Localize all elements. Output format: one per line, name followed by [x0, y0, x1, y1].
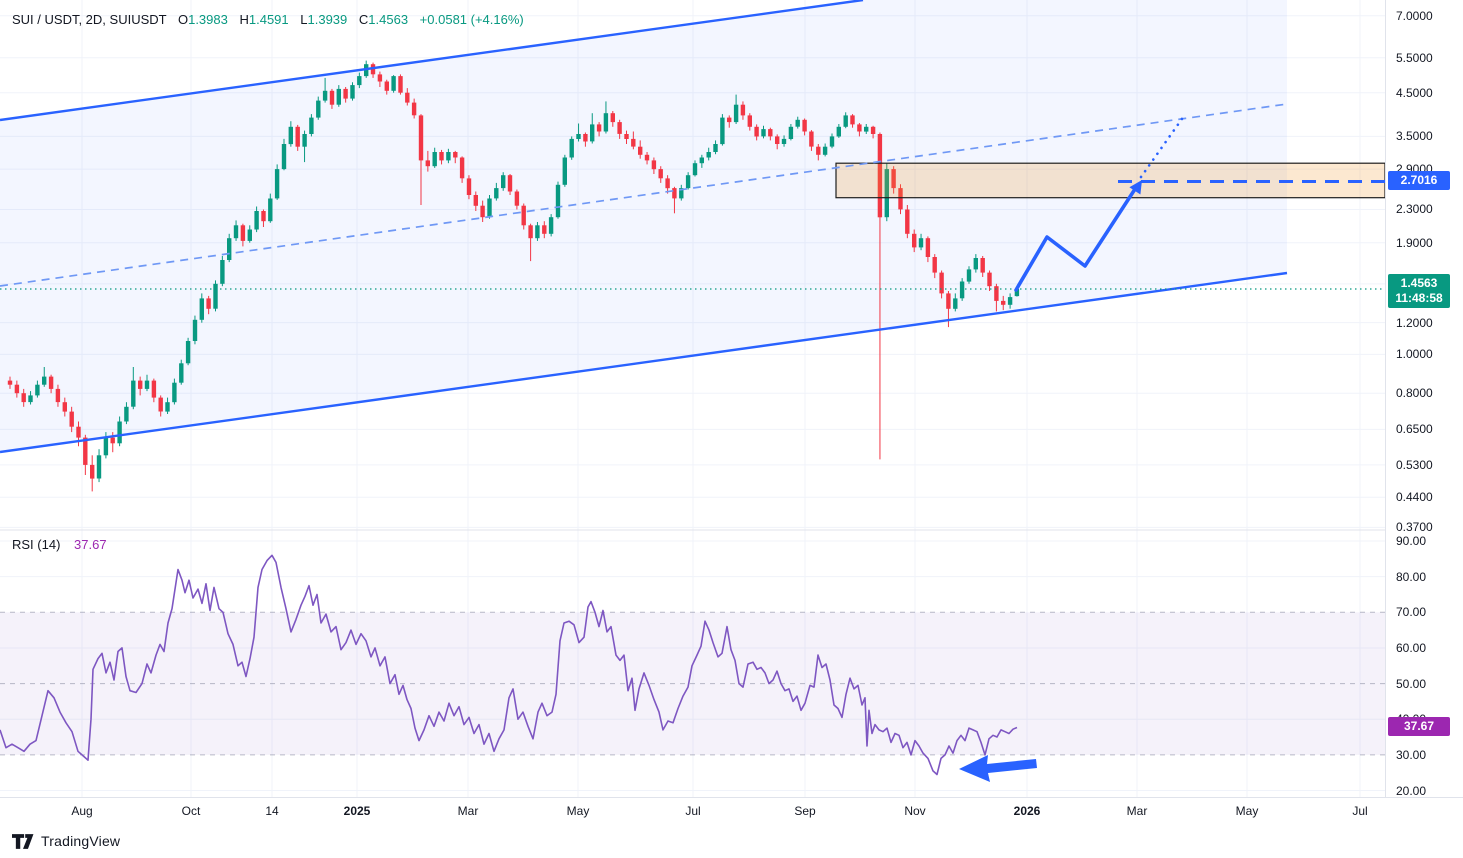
time-tick-label: Sep	[794, 804, 816, 818]
high-value: 1.4591	[248, 12, 289, 27]
chart-plot-area[interactable]: SUI / USDT, 2D, SUIUSDT O1.3983 H1.4591 …	[0, 0, 1385, 797]
rsi-tick-label: 60.00	[1396, 640, 1427, 655]
close-value: 1.4563	[368, 12, 409, 27]
price-tick-label: 0.3700	[1396, 520, 1433, 535]
price-tick-label: 1.2000	[1396, 315, 1433, 330]
time-tick-label: Oct	[181, 804, 201, 818]
time-tick-label: Jul	[1352, 804, 1368, 818]
tradingview-logo[interactable]: TradingView	[12, 833, 120, 849]
time-tick-label: 2026	[1013, 804, 1041, 818]
low-label: L	[300, 12, 308, 27]
open-value: 1.3983	[188, 12, 228, 27]
price-tick-label: 2.3000	[1396, 202, 1433, 217]
price-tick-label: 1.9000	[1396, 235, 1433, 250]
rsi-tick-label: 90.00	[1396, 534, 1427, 549]
tradingview-logo-text: TradingView	[41, 833, 121, 849]
time-tick-label: 2025	[343, 804, 371, 818]
rsi-legend[interactable]: RSI (14) 37.67	[12, 537, 107, 552]
price-tick-label: 0.5300	[1396, 457, 1433, 472]
change-value: +0.0581 (+4.16%)	[419, 12, 524, 27]
rsi-tick-label: 30.00	[1396, 747, 1427, 762]
footer-bar: TradingView	[0, 826, 1463, 858]
price-tick-label: 5.5000	[1396, 50, 1433, 65]
rsi-line	[0, 554, 1018, 776]
rsi-tick-label: 80.00	[1396, 569, 1427, 584]
price-tick-label: 4.5000	[1396, 85, 1433, 100]
candlesticks	[7, 60, 1020, 492]
close-label: C	[358, 12, 369, 27]
high-label: H	[239, 12, 249, 27]
time-tick-label: May	[566, 804, 590, 818]
rsi-tick-label: 50.00	[1396, 676, 1427, 691]
rsi-oversold-arrow[interactable]	[959, 755, 1037, 782]
channel-upper-line[interactable]	[0, 0, 864, 122]
price-tick-label: 3.5000	[1396, 129, 1433, 144]
rsi-value-label: 37.67	[1388, 717, 1450, 736]
zigzag-arrow-head	[1129, 180, 1142, 195]
time-tick-label: Mar	[457, 804, 479, 818]
last-price-label: 1.4563 11:48:58	[1388, 274, 1450, 308]
rsi-tick-label: 20.00	[1396, 783, 1427, 798]
time-tick-label: Mar	[1126, 804, 1148, 818]
time-tick-label: 14	[265, 804, 279, 818]
low-value: 1.3939	[307, 12, 348, 27]
price-tick-label: 0.8000	[1396, 386, 1433, 401]
time-tick-label: Jul	[685, 804, 701, 818]
symbol-title: SUI / USDT, 2D, SUIUSDT	[12, 12, 167, 27]
time-scale[interactable]: Aug Oct 14 2025 Mar May Jul Sep Nov 2026 Mar May Jul	[0, 797, 1463, 827]
rsi-title: RSI (14)	[12, 537, 61, 552]
last-price-value: 1.4563	[1400, 276, 1438, 290]
price-scale[interactable]: 7.0000 5.5000 4.5000 3.5000 2.9000 2.3000 1.90…	[1385, 0, 1463, 798]
chart-canvas[interactable]	[0, 0, 1385, 797]
target-price-label: 2.7016	[1388, 171, 1450, 190]
zigzag-projection-arrow[interactable]	[1014, 184, 1139, 292]
price-tick-label: 0.6500	[1396, 422, 1433, 437]
price-tick-label: 1.0000	[1396, 347, 1433, 362]
rsi-value: 37.67	[74, 537, 107, 552]
symbol-legend[interactable]: SUI / USDT, 2D, SUIUSDT O1.3983 H1.4591 …	[12, 12, 524, 27]
supply-zone-box[interactable]	[835, 162, 1385, 199]
price-tick-label: 7.0000	[1396, 8, 1433, 23]
tradingview-logo-icon	[12, 833, 34, 849]
channel-lower-line[interactable]	[0, 271, 1288, 454]
channel-mid-dashed-line[interactable]	[0, 103, 1288, 287]
time-tick-label: Nov	[904, 804, 926, 818]
bar-countdown: 11:48:58	[1395, 291, 1443, 305]
time-tick-label: Aug	[71, 804, 93, 818]
open-label: O	[177, 12, 189, 27]
time-tick-label: May	[1235, 804, 1259, 818]
price-tick-label: 0.4400	[1396, 490, 1433, 505]
grid-lines	[0, 0, 1385, 797]
channel-fill	[0, 0, 1287, 452]
rsi-tick-label: 70.00	[1396, 605, 1427, 620]
